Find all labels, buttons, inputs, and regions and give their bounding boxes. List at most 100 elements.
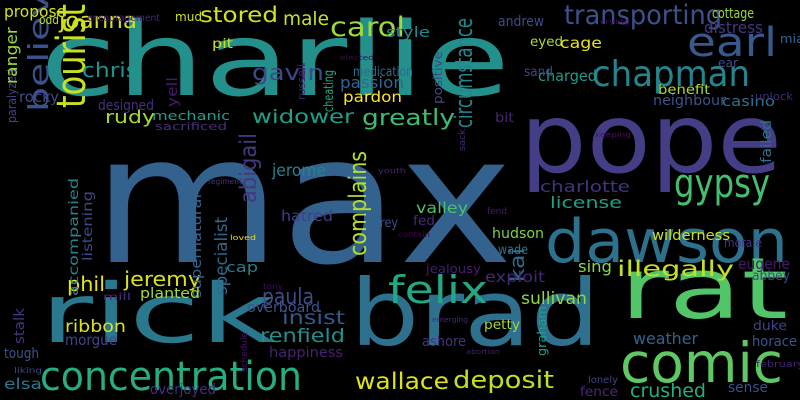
word-rat: rat [620,240,788,339]
word-rick: rick [40,267,276,362]
word-petty: petty [484,318,520,333]
word-crying: crying [600,18,630,26]
word-abortion: abortion [466,348,500,356]
word-supernatural: supernatural [189,194,205,298]
word-sack: sack [458,128,468,151]
word-renfield: renfield [260,325,345,347]
word-passion: passion [340,73,404,92]
word-rocky: rocky [19,88,59,106]
word-pardon: pardon [343,88,402,106]
word-accompanied: accompanied [67,178,82,296]
word-duke: duke [753,319,787,334]
word-mill: mill [103,292,131,303]
word-tough: tough [4,346,39,362]
word-comic: comic [620,331,783,395]
word-encouragement: encouragement [87,13,160,24]
word-kai: kai [505,248,529,282]
word-positive: positive [431,51,445,104]
word-charged: charged [538,67,597,85]
word-widower: widower [252,106,354,128]
word-ashore: ashore [422,334,466,350]
word-jeremy: jeremy [123,267,201,291]
word-elsa: elsa [4,375,42,393]
word-license: license [550,193,622,212]
word-odd: odd [39,13,59,27]
word-specialist: specialist [212,217,232,295]
word-cage: cage [560,34,602,52]
word-neighbour: neighbour [653,93,726,109]
word-eugene: eugene [738,255,790,273]
word-emerging: emerging [432,316,468,324]
word-felix: felix [388,268,488,312]
word-loved: loved [230,234,256,242]
word-eyed: eyed [530,35,563,50]
word-pope: pope [520,83,782,195]
word-ribbon: ribbon [65,317,126,337]
word-casino: casino [722,94,775,110]
word-paralyzed: paralyzed [5,69,19,123]
word-andrew: andrew [498,14,544,30]
word-sacrificed: sacrificed [155,120,227,133]
word-chapman: chapman [592,54,750,95]
word-brad: brad [350,260,600,367]
word-charlie: charlie [40,1,510,120]
word-overjoyed: overjoyed [150,382,216,398]
word-failed: failed [759,120,775,163]
word-greatly: greatly [362,106,455,131]
word-graham: graham [535,306,549,356]
word-tony: tony [263,282,283,291]
word-charlotte: charlotte [540,177,630,196]
word-lonely: lonely [588,375,618,386]
word-tourist: tourist [49,4,95,108]
word-concentration: concentration [40,354,302,400]
word-exploit: exploit [485,268,545,286]
word-deposit: deposit [453,366,554,394]
word-schedule: schedule [240,332,250,372]
word-morale: morale [724,236,762,250]
word-wilderness: wilderness [652,228,730,244]
word-sullivan: sullivan [521,289,587,309]
word-sand: sand [524,65,553,80]
word-crushed: crushed [630,380,706,400]
word-cap: cap [226,260,258,276]
word-ear: ear [718,56,738,70]
word-abbey: abbey [752,269,790,284]
word-phil: phil [67,272,105,296]
word-rey: rey [380,216,398,231]
word-wallace: wallace [355,369,449,395]
word-mud: mud [175,10,202,24]
word-cottage: cottage [712,6,754,22]
word-believed: believed [22,0,55,112]
word-paula: paula [262,285,314,310]
word-contain: contain [398,230,430,239]
word-stalk: stalk [12,307,28,344]
word-jealousy: jealousy [425,262,481,276]
word-valley: valley [416,199,468,217]
word-february: february [756,360,800,370]
word-gypsy: gypsy [674,161,770,207]
word-happiness: happiness [269,345,343,361]
word-fed: fed [413,214,435,229]
word-dawson: dawson [545,207,788,277]
word-illegally: illegally [617,257,734,281]
word-bit: bit [495,111,514,126]
word-liking: liking [14,366,42,375]
word-gavin: gavin [252,61,324,86]
word-hatred: hatred [281,207,333,225]
word-wade: wade [498,243,528,258]
word-mia: mia [780,32,800,46]
word-joanna: joanna [58,9,137,34]
word-benefit: benefit [658,83,710,98]
word-russell: russell [295,64,308,100]
word-max: max [93,97,513,304]
word-earl: earl [687,20,777,66]
word-transporting: transporting [564,0,722,31]
word-style: style [386,25,430,41]
word-stored: stored [200,3,278,27]
word-medication: medication [353,65,413,80]
word-complains: complains [344,151,372,256]
word-mechanic: mechanic [152,109,230,123]
